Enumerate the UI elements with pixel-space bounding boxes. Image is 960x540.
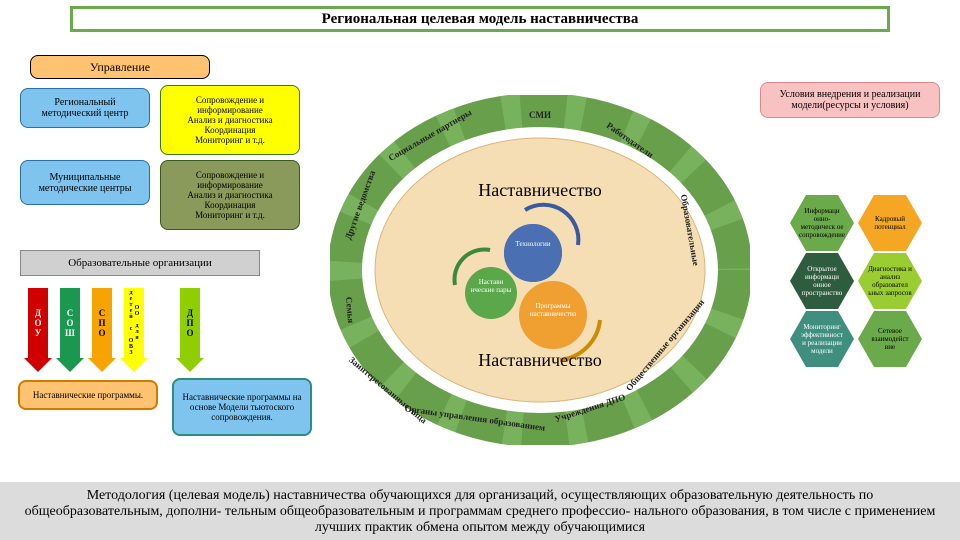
- hex-condition: Диагностика и анализ образовател ьных за…: [858, 253, 922, 309]
- support-yellow-box: Сопровождение и информирование Анализ и …: [160, 85, 300, 155]
- arrow-label: СПО: [97, 308, 107, 338]
- hex-condition: Информаци онно-методическ ое сопровожден…: [790, 195, 854, 251]
- management-label: Управление: [30, 55, 210, 79]
- conditions-box: Условия внедрения и реализации модели(ре…: [760, 82, 940, 118]
- gear-tech: [510, 230, 556, 276]
- ring-label: СМИ: [529, 110, 551, 120]
- municipal-centers-box: Муниципальные методические центры: [20, 160, 150, 205]
- gear-tech-label: Технологии: [510, 240, 556, 248]
- regional-center-box: Региональный методический центр: [20, 88, 150, 128]
- arrow-spo: СПО: [92, 288, 112, 358]
- hex-condition: Мониторинг эффективност и реализации мод…: [790, 311, 854, 367]
- edu-orgs-box: Образовательные организации: [20, 250, 260, 276]
- hex-condition: Сетевое взаимодейст вие: [858, 311, 922, 367]
- gear-pairs-label: Наставн ические пары: [468, 278, 514, 294]
- mentoring-programs-teal: Наставнические программы на основе Модел…: [172, 378, 312, 436]
- arrow-label: ДОУ: [33, 308, 43, 338]
- arrow-dou: ДОУ: [28, 288, 48, 358]
- mentoring-programs-orange: Наставнические программы.: [18, 380, 158, 410]
- support-olive-box: Сопровождение и информирование Анализ и …: [160, 160, 300, 230]
- hex-condition: Кадровый потенциал: [858, 195, 922, 251]
- center-top-label: Наставничество: [440, 180, 640, 201]
- arrow-label: ДПО: [185, 308, 195, 338]
- arrow-sosh: СОШ: [60, 288, 80, 358]
- arrow-label: ОО для детей с ОВЗ: [128, 288, 140, 358]
- arrow-label: СОШ: [65, 308, 75, 338]
- hex-condition: Открытое информаци онное пространство: [790, 253, 854, 309]
- bottom-text: Методология (целевая модель) наставничес…: [0, 482, 960, 540]
- page-title: Региональная целевая модель наставничест…: [70, 6, 890, 32]
- gear-programs-label: Программы наставничества: [522, 302, 584, 318]
- arrow-ovz: ОО для детей с ОВЗ: [124, 288, 144, 358]
- arrow-dpo: ДПО: [180, 288, 200, 358]
- center-bottom-label: Наставничество: [440, 350, 640, 371]
